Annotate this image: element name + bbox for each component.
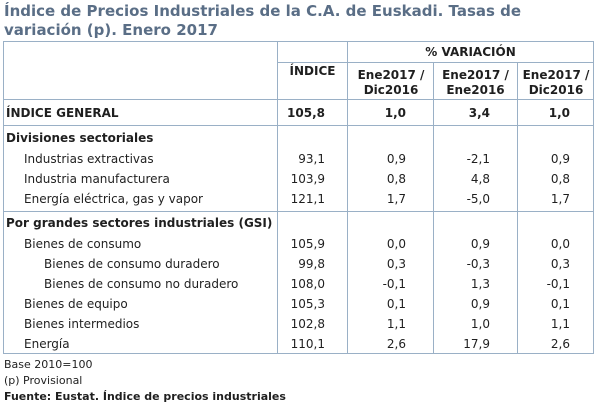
col1-divider xyxy=(433,63,434,353)
row-label: Energía xyxy=(24,337,70,351)
row-label: Industrias extractivas xyxy=(24,152,154,166)
header-col1: Ene2017 / Dic2016 xyxy=(357,68,425,97)
cell-indice: 102,8 xyxy=(290,317,325,331)
header-col2: Ene2017 / Ene2016 xyxy=(442,68,509,97)
source-note: Fuente: Eustat. Índice de precios indust… xyxy=(4,390,286,403)
cell-var1: 0,3 xyxy=(386,257,406,271)
row-label: Energía eléctrica, gas y vapor xyxy=(24,192,203,206)
header-indice: ÍNDICE xyxy=(289,64,336,78)
cell-var1: 2,6 xyxy=(386,337,406,351)
row-label: Bienes intermedios xyxy=(24,317,140,331)
general-bottom-rule xyxy=(4,125,593,126)
cell-var2: 0,9 xyxy=(470,237,490,251)
header-bottom-rule xyxy=(4,99,593,100)
cell-var3: 0,0 xyxy=(550,237,570,251)
cell-var2: -2,1 xyxy=(466,152,490,166)
header-variacion: % VARIACIÓN xyxy=(425,45,516,59)
row-label: Bienes de consumo xyxy=(24,237,142,251)
row-label: Bienes de equipo xyxy=(24,297,128,311)
cell-var2: 17,9 xyxy=(463,337,490,351)
cell-var2: 4,8 xyxy=(470,172,490,186)
cell-var1: 1,7 xyxy=(386,192,406,206)
row-label: ÍNDICE GENERAL xyxy=(6,106,119,120)
cell-var2: 0,9 xyxy=(470,297,490,311)
divisiones-bottom-rule xyxy=(4,211,593,212)
section-heading: Divisiones sectoriales xyxy=(6,131,154,145)
cell-var2: 3,4 xyxy=(468,106,490,120)
cell-indice: 105,9 xyxy=(290,237,325,251)
cell-indice: 105,3 xyxy=(290,297,325,311)
cell-indice: 121,1 xyxy=(290,192,325,206)
cell-var3: 0,3 xyxy=(550,257,570,271)
data-table xyxy=(3,41,594,354)
cell-indice: 110,1 xyxy=(290,337,325,351)
provisional-note: (p) Provisional xyxy=(4,374,83,387)
cell-var2: -5,0 xyxy=(466,192,490,206)
variacion-divider xyxy=(277,62,593,63)
cell-var1: 0,9 xyxy=(386,152,406,166)
cell-var3: 0,8 xyxy=(550,172,570,186)
cell-var3: 1,7 xyxy=(550,192,570,206)
row-label: Bienes de consumo no duradero xyxy=(44,277,239,291)
cell-var2: 1,3 xyxy=(470,277,490,291)
cell-var3: -0,1 xyxy=(546,277,570,291)
cell-indice: 93,1 xyxy=(298,152,325,166)
cell-indice: 99,8 xyxy=(298,257,325,271)
header-col3: Ene2017 / Dic2016 xyxy=(522,68,590,97)
label-column-divider xyxy=(277,42,278,353)
row-label: Industria manufacturera xyxy=(24,172,170,186)
cell-var1: -0,1 xyxy=(382,277,406,291)
cell-var2: 1,0 xyxy=(470,317,490,331)
cell-indice: 103,9 xyxy=(290,172,325,186)
cell-var1: 1,0 xyxy=(384,106,406,120)
cell-indice: 108,0 xyxy=(290,277,325,291)
cell-var1: 0,1 xyxy=(386,297,406,311)
col2-divider xyxy=(517,63,518,353)
cell-indice: 105,8 xyxy=(287,106,325,120)
cell-var1: 1,1 xyxy=(386,317,406,331)
row-label: Bienes de consumo duradero xyxy=(44,257,220,271)
section-heading: Por grandes sectores industriales (GSI) xyxy=(6,216,273,230)
cell-var3: 1,1 xyxy=(550,317,570,331)
base-note: Base 2010=100 xyxy=(4,358,93,371)
cell-var3: 0,1 xyxy=(550,297,570,311)
cell-var1: 0,8 xyxy=(386,172,406,186)
cell-var3: 2,6 xyxy=(550,337,570,351)
cell-var2: -0,3 xyxy=(466,257,490,271)
table-title: Índice de Precios Industriales de la C.A… xyxy=(4,2,522,39)
cell-var1: 0,0 xyxy=(386,237,406,251)
cell-var3: 1,0 xyxy=(548,106,570,120)
indice-column-divider xyxy=(347,42,348,353)
cell-var3: 0,9 xyxy=(550,152,570,166)
